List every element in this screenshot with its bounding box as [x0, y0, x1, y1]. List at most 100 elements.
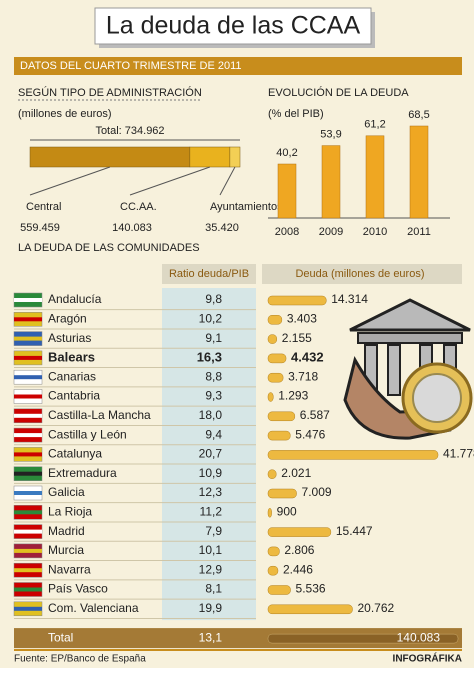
region-name: Galicia — [48, 485, 85, 499]
debt-value: 5.476 — [295, 427, 325, 441]
debt-value: 6.587 — [300, 408, 330, 422]
debt-value: 2.155 — [282, 331, 312, 345]
total-bar — [267, 633, 459, 644]
debt-bar — [267, 411, 296, 422]
ratio-value: 9,4 — [205, 427, 222, 441]
leader — [29, 166, 111, 196]
debt-bar — [267, 508, 272, 518]
ratio-value: 8,1 — [205, 582, 222, 596]
region-name: Navarra — [48, 562, 91, 576]
debt-value: 4.432 — [291, 349, 324, 364]
region-name: Extremadura — [48, 466, 117, 480]
ratio-column-bg — [162, 288, 256, 621]
debt-bar — [267, 315, 283, 325]
ratio-value: 16,3 — [197, 349, 222, 364]
category-label: Ayuntamientos — [210, 201, 283, 213]
category-label: 2008 — [275, 226, 299, 238]
region-name: Balears — [48, 349, 95, 364]
region-name: Madrid — [48, 524, 85, 538]
region-name: Andalucía — [48, 292, 102, 306]
debt-value: 3.718 — [288, 369, 318, 383]
flag-stripe — [14, 336, 42, 341]
category-label: CC.AA. — [120, 201, 157, 213]
column-header: Ratio deuda/PIB — [169, 268, 249, 280]
flag-stripe — [14, 471, 42, 476]
flag-stripe — [14, 394, 42, 399]
flag-stripe — [14, 606, 42, 611]
ratio-value: 11,2 — [200, 504, 223, 518]
debt-bar — [267, 565, 279, 576]
region-name: Castilla y León — [48, 427, 127, 441]
flag-stripe — [14, 433, 42, 438]
value-label: 140.083 — [112, 222, 152, 234]
category-label: 2009 — [319, 226, 343, 238]
segment — [189, 146, 231, 168]
category-label: Central — [26, 201, 61, 213]
debt-bar — [267, 488, 297, 499]
total-debt: 140.083 — [397, 630, 441, 644]
debt-bar — [267, 392, 274, 402]
debt-value: 2.446 — [283, 562, 313, 576]
subtitle-band — [14, 57, 462, 75]
total-label: Total — [48, 630, 73, 644]
value-label: 35.420 — [205, 222, 239, 234]
bar — [321, 145, 341, 219]
ratio-value: 9,3 — [205, 389, 222, 403]
section-title: EVOLUCIÓN DE LA DEUDA — [268, 86, 409, 99]
ratio-header-bg — [162, 264, 256, 284]
section-subtitle: (% del PIB) — [268, 108, 324, 120]
debt-bar — [267, 295, 327, 306]
debt-bar — [267, 334, 278, 344]
ratio-value: 19,9 — [199, 601, 223, 615]
value-label: 53,9 — [320, 129, 341, 141]
debt-header-bg — [262, 264, 462, 284]
section-title: LA DEUDA DE LAS COMUNIDADES — [18, 242, 200, 254]
debt-value: 3.403 — [287, 311, 317, 325]
debt-bar — [267, 469, 277, 479]
brand: INFOGRÁFIKA — [393, 652, 462, 665]
debt-value: 20.762 — [357, 601, 394, 615]
debt-value: 900 — [277, 504, 297, 518]
leader — [129, 166, 211, 196]
region-name: La Rioja — [48, 504, 92, 518]
category-label: 2010 — [363, 226, 387, 238]
flag-stripe — [14, 413, 42, 418]
debt-bar — [267, 353, 287, 364]
leader — [219, 166, 236, 196]
total: Total: 734.962 — [95, 125, 164, 137]
debt-bar — [267, 604, 353, 615]
ratio-value: 12,3 — [199, 485, 223, 499]
flag-stripe — [14, 491, 42, 495]
region-name: Castilla-La Mancha — [48, 408, 151, 422]
bar — [409, 125, 429, 219]
ratio-value: 10,1 — [199, 543, 223, 557]
region-name: Murcia — [48, 543, 84, 557]
debt-bar — [267, 585, 291, 595]
ratio-value: 18,0 — [199, 408, 223, 422]
region-name: Canarias — [48, 369, 96, 383]
debt-value: 1.293 — [278, 389, 308, 403]
flag-stripe — [14, 529, 42, 534]
source: Fuente: EP/Banco de España — [14, 654, 146, 665]
flag-stripe — [14, 568, 42, 573]
region-name: Catalunya — [48, 447, 102, 461]
value-label: 559.459 — [20, 222, 60, 234]
segment — [229, 146, 241, 168]
debt-value: 2.806 — [284, 543, 314, 557]
flag-stripe — [14, 510, 42, 515]
ratio-value: 9,1 — [205, 331, 222, 345]
flag-stripe — [14, 375, 42, 380]
debt-bar — [267, 527, 332, 537]
debt-bar — [267, 430, 291, 441]
region-name: Cantabria — [48, 389, 100, 403]
debt-bar — [267, 546, 280, 557]
ratio-value: 10,2 — [199, 311, 223, 325]
bar — [277, 163, 297, 219]
segment — [29, 146, 191, 168]
value-label: 40,2 — [276, 147, 297, 159]
total-ratio: 13,1 — [199, 630, 223, 644]
flag-stripe — [14, 298, 42, 302]
flag-stripe — [14, 355, 42, 360]
debt-bar — [267, 372, 284, 383]
